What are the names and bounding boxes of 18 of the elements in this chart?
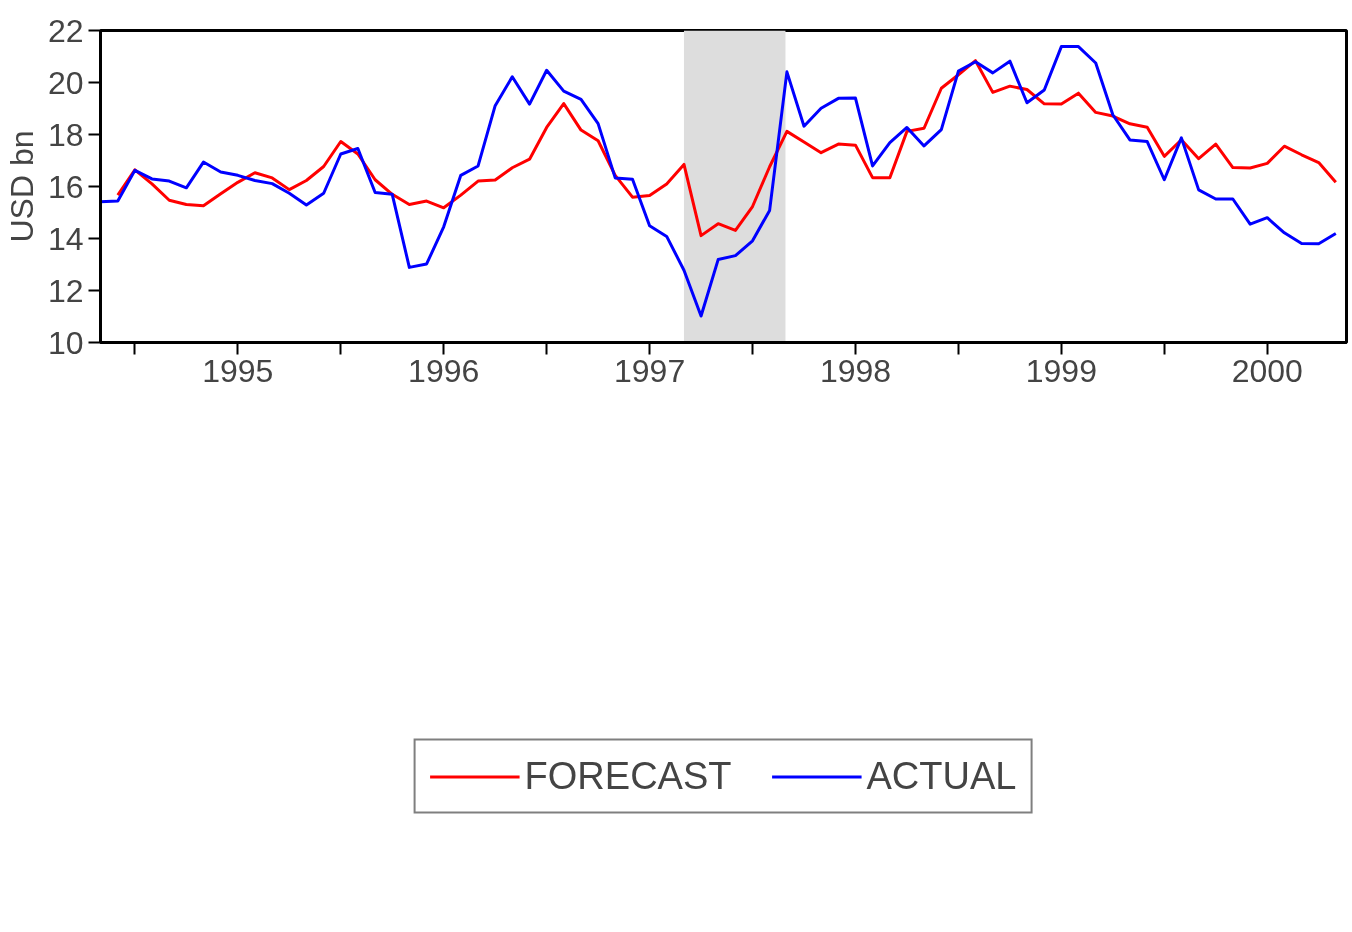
y-tick-label: 14 [47,220,84,257]
x-tick-label: 2000 [1231,352,1303,389]
legend-label: ACTUAL [866,754,1017,798]
line-series [116,59,1338,238]
x-tick-label: 1999 [1025,352,1097,389]
y-tick-label: 16 [47,168,84,205]
y-tick-label: 18 [47,116,84,153]
x-tick-label: 1996 [408,352,480,389]
y-tick-label: 20 [47,64,84,101]
x-tick-label: 1998 [819,352,892,389]
line-series [100,45,1338,318]
y-tick-label: 12 [47,272,84,309]
legend-label: FORECAST [524,754,732,798]
y-tick-label: 22 [47,12,84,49]
x-tick-label: 1997 [613,352,686,389]
y-tick-label: 10 [47,324,84,361]
y-axis-title: USD bn [3,130,40,243]
x-tick-label: 1995 [202,352,274,389]
